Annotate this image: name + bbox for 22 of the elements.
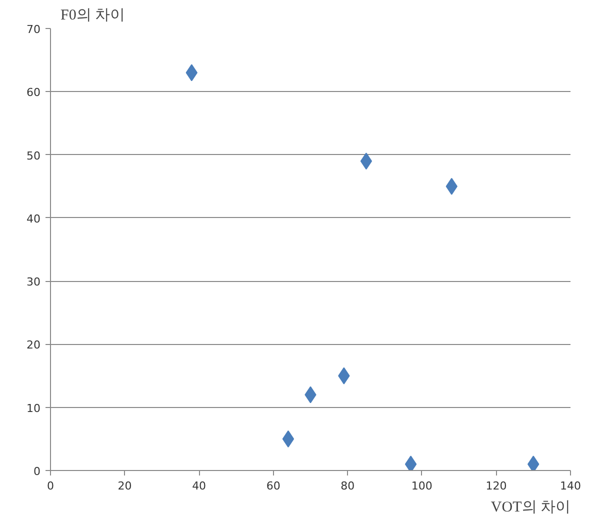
y-tick-label: 10 [26,402,41,415]
x-tick-label: 20 [118,480,132,492]
y-tick-label: 70 [26,23,41,36]
point [282,430,294,448]
point [404,456,417,470]
x-tick-label: 140 [560,480,581,492]
x-tick-label: 120 [486,480,507,492]
x-tick-label: 100 [411,480,432,492]
y-tick-label: 30 [26,276,41,289]
x-tick-label: 40 [192,480,206,492]
x-tick-label: 0 [47,480,54,492]
y-tick-label: 40 [26,212,41,226]
x-axis-title: VOT의 차이 [490,500,570,516]
y-tick-label: 50 [26,149,41,162]
y-tick-label: 0 [34,465,40,478]
x-tick-label: 80 [340,480,355,492]
y-tick-label: 60 [26,86,41,100]
y-tick-label: 20 [26,338,41,352]
x-tick-label: 60 [266,480,280,492]
point [360,152,372,170]
y-axis-title: F0의 차이 [60,8,126,24]
point [528,456,540,470]
